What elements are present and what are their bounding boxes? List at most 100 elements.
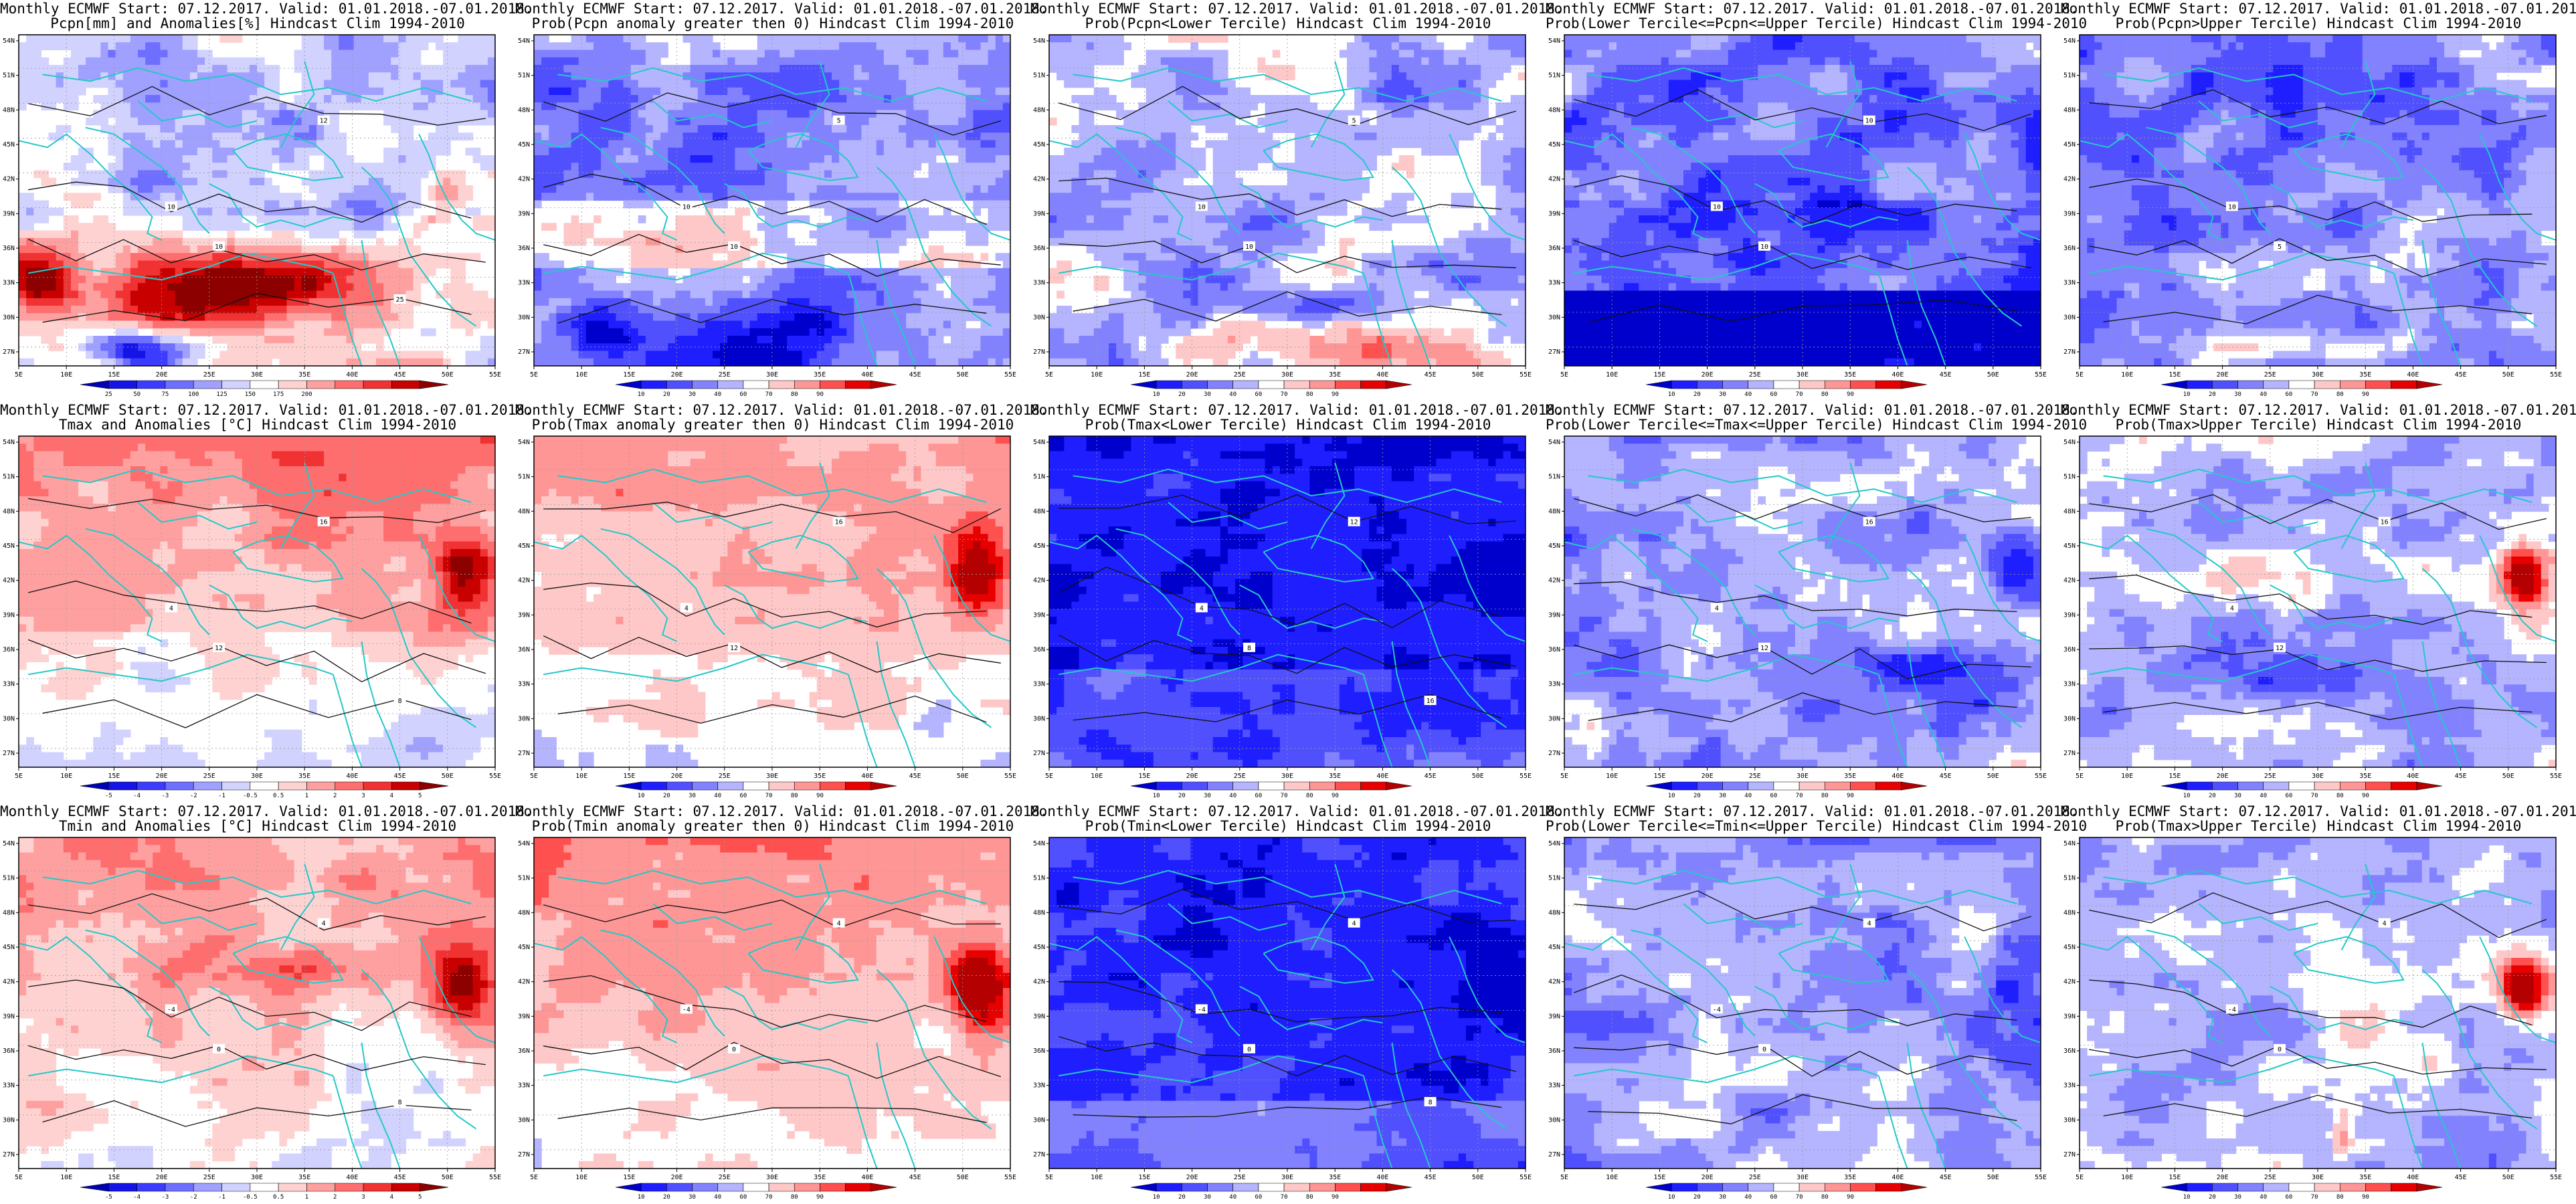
contour-label-bg: [1710, 201, 1723, 211]
contour-label-bg: [728, 642, 741, 652]
lon-tick-label: 40E: [346, 371, 358, 379]
colorbar-label: 40: [714, 793, 721, 799]
lat-tick-label: 33N: [1033, 280, 1045, 287]
colorbar-swatch: [165, 1183, 194, 1192]
colorbar: 10 20 30 40 60 70 80 90: [1130, 380, 1412, 398]
contour-label-bg: [1863, 918, 1875, 928]
contour-label-bg: [213, 1043, 225, 1054]
colorbar-swatch: [692, 380, 719, 389]
lat-tick-label: 27N: [1033, 348, 1045, 356]
lat-tick-label: 45N: [518, 944, 530, 951]
colorbar-swatch: [2416, 781, 2443, 791]
lat-tick-label: 36N: [1548, 1047, 1560, 1055]
lat-tick-label: 27N: [1033, 1151, 1045, 1159]
colorbar: 10 20 30 40 60 70 80 90: [2160, 781, 2443, 799]
colorbar-swatch: [193, 380, 222, 389]
contour-label: 4: [1867, 920, 1871, 928]
contour-label-bg: [1348, 115, 1360, 125]
colorbar-label: 60: [2285, 793, 2292, 799]
colorbar-label: 30: [2234, 1194, 2241, 1201]
lon-tick-label: 50E: [1472, 1174, 1484, 1181]
lat-tick-label: 45N: [3, 542, 15, 550]
map-plot: 4 8 12 16 5E 10E 15E 20E 25E 30E 35E 40E 45E 50E 55E 54…: [1033, 435, 1532, 799]
lon-tick-label: 40E: [1892, 371, 1904, 379]
colorbar-swatch: [2339, 380, 2366, 389]
colorbar-swatch: [80, 1183, 109, 1192]
colorbar-swatch: [2314, 1183, 2340, 1192]
colorbar-label: 30: [1204, 1194, 1211, 1201]
lat-tick-label: 45N: [3, 944, 15, 951]
contour-label: 8: [398, 1099, 402, 1106]
lat-tick-label: 30N: [3, 314, 15, 321]
colorbar-swatch: [666, 781, 693, 791]
lon-tick-label: 25E: [2264, 1174, 2276, 1181]
colorbar-swatch: [2288, 781, 2315, 791]
lat-tick-label: 45N: [1548, 542, 1560, 550]
lon-tick-label: 20E: [2217, 371, 2229, 379]
lon-tick-label: 25E: [719, 773, 731, 780]
colorbar-swatch: [1130, 380, 1157, 389]
colorbar-label: 20: [663, 391, 670, 398]
filled-field: [2080, 436, 2556, 767]
colorbar-label: 20: [2209, 391, 2216, 398]
colorbar-label: 1: [305, 793, 308, 799]
colorbar-label: 90: [1331, 793, 1339, 799]
map-panel: Monthly ECMWF Start: 07.12.2017. Valid: …: [2061, 401, 2576, 803]
contour-label-bg: [832, 516, 845, 526]
panel-title-line1: Monthly ECMWF Start: 07.12.2017. Valid: …: [515, 804, 1048, 819]
lon-tick-label: 50E: [2502, 773, 2514, 780]
lat-tick-label: 27N: [2063, 750, 2076, 757]
lat-tick-label: 54N: [2063, 37, 2076, 45]
contour-label-bg: [680, 1004, 693, 1014]
panel-title-line2: Prob(Pcpn>Upper Tercile) Hindcast Clim 1…: [2061, 16, 2576, 31]
contour-label-bg: [2378, 918, 2391, 928]
colorbar-swatch: [250, 781, 279, 791]
lon-tick-label: 20E: [671, 371, 683, 379]
colorbar-swatch: [2237, 380, 2264, 389]
lat-tick-label: 36N: [1548, 245, 1560, 252]
lat-tick-label: 33N: [1033, 681, 1045, 688]
coastline-layer: [534, 61, 1010, 366]
colorbar: 25 50 75 100 125 150 175 200: [80, 380, 449, 398]
lon-tick-label: 40E: [2407, 773, 2419, 780]
lat-tick-label: 42N: [2063, 577, 2076, 585]
lon-tick-label: 15E: [623, 371, 635, 379]
lon-tick-label: 40E: [1376, 1174, 1388, 1181]
colorbar-swatch: [692, 781, 719, 791]
contour-label: 8: [398, 698, 402, 705]
colorbar-label: 10: [1153, 793, 1160, 799]
lon-tick-label: 15E: [2169, 1174, 2181, 1181]
colorbar-swatch: [1156, 380, 1182, 389]
contour-label-bg: [317, 918, 330, 928]
panel-title-line2: Prob(Tmax<Lower Tercile) Hindcast Clim 1…: [1030, 417, 1546, 432]
colorbar-swatch: [1671, 1183, 1697, 1192]
colorbar-label: 75: [162, 391, 169, 398]
colorbar: 10 20 30 40 60 70 80 90: [615, 781, 897, 799]
colorbar-swatch: [820, 380, 846, 389]
lat-tick-label: 51N: [3, 875, 15, 882]
lon-tick-label: 30E: [251, 1174, 263, 1181]
lon-tick-label: 5E: [15, 1174, 23, 1181]
contour-label: -4: [2228, 1006, 2236, 1013]
lon-tick-label: 55E: [2035, 1174, 2047, 1181]
colorbar-swatch: [250, 1183, 279, 1192]
colorbar-swatch: [2160, 1183, 2187, 1192]
colorbar-label: 20: [2209, 793, 2216, 799]
colorbar-swatch: [2391, 1183, 2417, 1192]
colorbar-label: 80: [791, 391, 798, 398]
lon-tick-label: 50E: [957, 1174, 969, 1181]
panel-title-line1: Monthly ECMWF Start: 07.12.2017. Valid: …: [1546, 1, 2079, 16]
lon-tick-label: 45E: [1940, 371, 1952, 379]
lon-tick-label: 15E: [1138, 1174, 1150, 1181]
lon-tick-label: 10E: [575, 371, 587, 379]
colorbar-swatch: [1335, 1183, 1361, 1192]
lat-tick-label: 39N: [1033, 210, 1045, 217]
map-panel: Monthly ECMWF Start: 07.12.2017. Valid: …: [1546, 401, 2087, 803]
lon-tick-label: 30E: [766, 773, 778, 780]
colorbar-label: 60: [1255, 391, 1262, 398]
colorbar-label: 4: [390, 793, 393, 799]
colorbar-label: -5: [105, 793, 112, 799]
lon-tick-label: 15E: [108, 371, 120, 379]
lon-tick-label: 40E: [1892, 773, 1904, 780]
